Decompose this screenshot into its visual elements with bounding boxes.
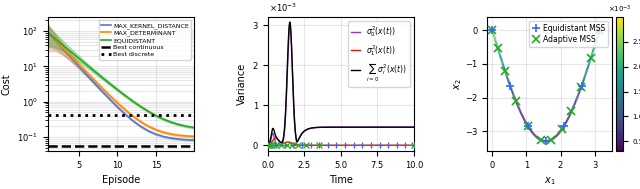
Line: Equidistant MSS: Equidistant MSS [488,26,604,145]
Adaptive MSS [524,125,532,127]
Text: $\times 10^{-3}$: $\times 10^{-3}$ [269,2,297,14]
Equidistant MSS [506,85,514,87]
X-axis label: Time: Time [329,175,353,185]
Y-axis label: Variance: Variance [237,63,247,105]
X-axis label: $x_1$: $x_1$ [543,175,556,187]
Adaptive MSS [501,70,509,72]
Line: Adaptive MSS: Adaptive MSS [488,26,604,144]
Adaptive MSS [568,110,575,112]
Adaptive MSS [558,128,566,130]
Adaptive MSS [512,100,520,102]
Adaptive MSS [587,57,595,59]
Adaptive MSS [547,139,555,141]
Adaptive MSS [596,29,604,32]
Title: $\times 10^{-3}$: $\times 10^{-3}$ [607,4,631,15]
Equidistant MSS [560,125,568,128]
Y-axis label: $x_2$: $x_2$ [452,78,464,90]
Equidistant MSS [488,29,496,32]
Equidistant MSS [524,125,532,128]
Equidistant MSS [542,140,550,142]
Legend: $\sigma_0^2(x(t))$, $\sigma_1^2(x(t))$, $\sum_{i=0} \sigma_i^2(x(t))$: $\sigma_0^2(x(t))$, $\sigma_1^2(x(t))$, … [348,21,410,87]
Adaptive MSS [488,29,496,32]
Adaptive MSS [494,47,502,49]
Y-axis label: Cost: Cost [2,73,12,95]
Equidistant MSS [596,29,604,32]
Adaptive MSS [577,86,585,88]
Equidistant MSS [578,85,586,87]
Adaptive MSS [537,139,545,141]
Legend: MAX_KERNEL_DISTANCE, MAX_DETERMINANT, EQUIDISTANT, Best continuous, Best discret: MAX_KERNEL_DISTANCE, MAX_DETERMINANT, EQ… [99,20,191,60]
X-axis label: Episode: Episode [102,175,140,185]
Legend: Equidistant MSS, Adaptive MSS: Equidistant MSS, Adaptive MSS [529,21,608,47]
